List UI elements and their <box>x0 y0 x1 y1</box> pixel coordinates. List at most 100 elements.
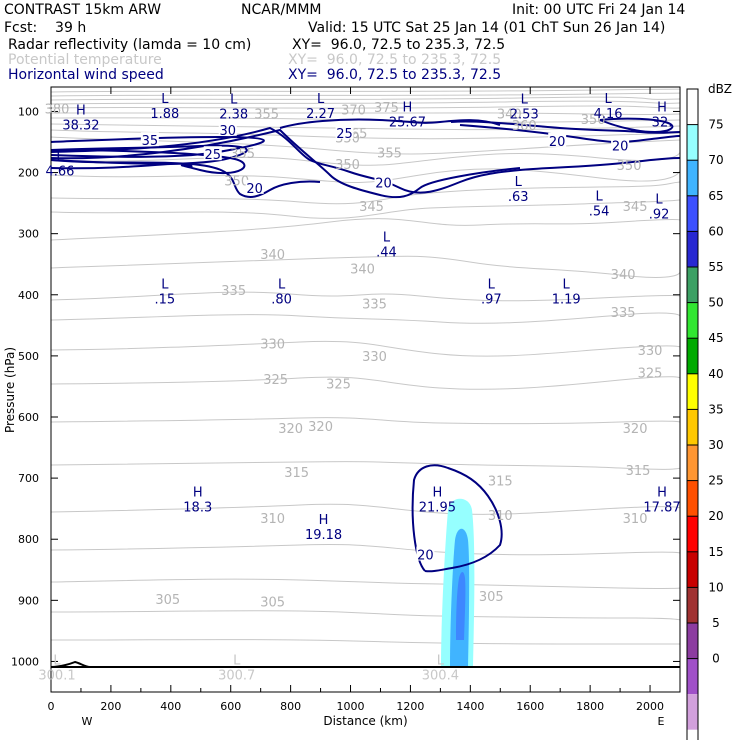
x-tick-label: 1200 <box>396 700 424 713</box>
colorbar-level-label: 55 <box>708 260 723 274</box>
colorbar-level-label: 65 <box>708 189 723 203</box>
extremum-marker: L <box>278 278 286 293</box>
axis-ticks <box>50 87 680 692</box>
colorbar-swatch <box>687 551 698 588</box>
field-xy-theta: XY= 96.0, 72.5 to 235.3, 72.5 <box>288 52 502 68</box>
extremum-marker: H <box>657 100 667 115</box>
theta-contour-label: 380 <box>45 102 70 117</box>
colorbar-swatch <box>687 623 698 659</box>
extremum-marker: H <box>319 513 329 528</box>
extremum-marker: H <box>403 100 413 115</box>
y-tick-label: 1000 <box>11 655 39 668</box>
colorbar-swatch <box>687 658 698 695</box>
extremum-marker: L <box>317 92 325 107</box>
theta-contour-label: 370 <box>341 104 366 119</box>
theta-contour-label: 305 <box>155 593 180 608</box>
wind-label-bg <box>245 179 264 194</box>
theta-contour-label: 320 <box>623 422 648 437</box>
theta-contour-label: 350 <box>581 113 606 128</box>
wind-contour-label: 25 <box>336 127 353 142</box>
extremum-marker: L <box>233 654 241 669</box>
theta-contour-label: 325 <box>263 373 288 388</box>
wind-label-bg <box>140 132 159 147</box>
y-tick-label: 700 <box>18 472 39 485</box>
extremum-marker: L <box>161 278 169 293</box>
theta-contour-label: 360 <box>512 119 537 134</box>
extremum-value: 4.66 <box>46 164 75 179</box>
wind-contour-label: 35 <box>142 134 159 149</box>
valid-time: Valid: 15 UTC Sat 25 Jan 14 (01 ChT Sun … <box>308 20 666 36</box>
colorbar-frame <box>686 88 699 740</box>
colorbar-swatch <box>687 160 698 196</box>
extremum-marker: L <box>161 92 169 107</box>
chart-labels: 0 200 400 600 800 1000 1200 1400 1600 1800 2000 100… <box>3 92 681 728</box>
extremum-marker: L <box>53 654 61 669</box>
colorbar-level-label: 40 <box>708 367 723 381</box>
field-label-reflectivity: Radar reflectivity (lamda = 10 cm) <box>8 37 252 53</box>
extremum-value: 2.53 <box>510 108 539 123</box>
extremum-value: .92 <box>649 208 670 223</box>
extremum-marker: L <box>230 93 238 108</box>
y-tick-label: 400 <box>18 289 39 302</box>
extremum-value: 38.32 <box>62 119 99 134</box>
extremum-marker: L <box>655 193 663 208</box>
theta-contour-label: 355 <box>254 107 279 122</box>
wind-label-bg <box>218 121 237 136</box>
theta-contour-label: 350 <box>335 158 360 173</box>
extremum-value: 18.3 <box>183 500 212 515</box>
plot-frame <box>50 86 681 693</box>
wind-label-bg <box>416 546 435 561</box>
colorbar-level-label: 70 <box>708 153 723 167</box>
wind-label-bg <box>203 146 222 161</box>
wind-contour-label: 20 <box>549 135 566 150</box>
reflectivity-core <box>456 572 466 640</box>
extremum-value: .97 <box>481 293 502 308</box>
x-tick-label: 1000 <box>337 700 365 713</box>
extremum-marker: H <box>76 104 86 119</box>
extremum-marker: L <box>437 654 445 669</box>
extremum-value: 2.27 <box>306 107 335 122</box>
wind-label-bg <box>335 124 354 139</box>
x-tick-label: 600 <box>220 700 241 713</box>
extremum-marker: L <box>563 278 571 293</box>
colorbar-level-label: 60 <box>708 224 723 238</box>
colorbar-swatch <box>687 89 698 125</box>
x-tick-label: 1400 <box>456 700 484 713</box>
theta-contour-label: 330 <box>362 350 387 365</box>
theta-contour-label: 330 <box>260 338 285 353</box>
colorbar-level-label: 30 <box>708 438 723 452</box>
theta-contour-label: 315 <box>626 464 651 479</box>
theta-contour-label: 340 <box>260 248 285 263</box>
extremum-value: 19.18 <box>305 528 342 543</box>
colorbar-swatch <box>687 267 698 303</box>
field-label-wind: Horizontal wind speed <box>8 67 164 83</box>
colorbar-swatch <box>687 480 698 517</box>
colorbar-swatch <box>687 373 698 410</box>
colorbar-level-label: 45 <box>708 331 723 345</box>
colorbar-level-label: 5 <box>712 616 720 630</box>
colorbar-level-label: 10 <box>708 580 723 594</box>
theta-contour-label: 345 <box>359 200 384 215</box>
extremum-value: 25.67 <box>389 115 426 130</box>
theta-contour-label: 355 <box>377 146 402 161</box>
y-tick-label: 900 <box>18 594 39 607</box>
wind-contour-label: 30 <box>219 124 236 139</box>
colorbar-swatch <box>687 587 698 623</box>
extremum-marker: H <box>657 485 667 500</box>
wind-label-bg <box>611 137 630 152</box>
extremum-value: 4.16 <box>594 107 623 122</box>
wind-contour-label: 20 <box>375 176 392 191</box>
x-tick-label: 800 <box>280 700 301 713</box>
colorbar-swatch <box>687 231 698 267</box>
colorbar-swatch <box>687 195 698 232</box>
theta-contour-label: 350 <box>224 175 249 190</box>
colorbar-swatch <box>687 338 698 374</box>
extremum-marker: L <box>604 92 612 107</box>
theta-contour-label: 340 <box>497 107 522 122</box>
wind-speed-contours <box>51 117 680 573</box>
x-tick-label: 1600 <box>516 700 544 713</box>
extremum-value: 300.1 <box>38 669 75 684</box>
wind-contour-label: 25 <box>204 148 221 163</box>
extremum-value: .44 <box>376 246 397 261</box>
theta-contour-label: 305 <box>479 590 504 605</box>
